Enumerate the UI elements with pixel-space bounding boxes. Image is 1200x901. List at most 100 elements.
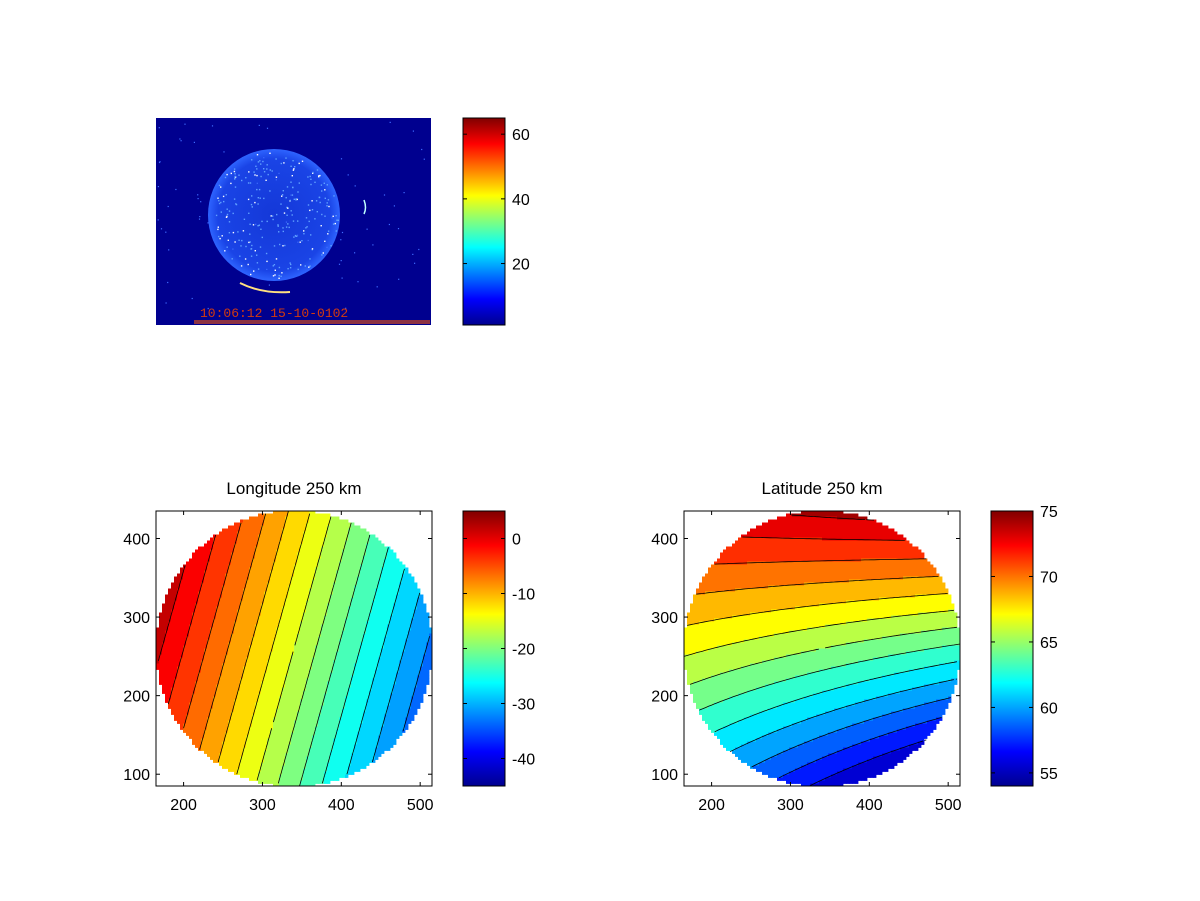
- longitude-field-cell: [324, 531, 328, 535]
- longitude-field-cell: [330, 555, 334, 559]
- longitude-field-cell: [201, 576, 205, 580]
- longitude-field-cell: [162, 648, 166, 652]
- longitude-field-cell: [366, 603, 370, 607]
- longitude-field-cell: [291, 600, 295, 604]
- longitude-field-cell: [219, 651, 223, 655]
- longitude-field-cell: [369, 630, 373, 634]
- longitude-field-cell: [267, 660, 271, 664]
- longitude-field-cell: [363, 675, 367, 679]
- longitude-field-cell: [321, 642, 325, 646]
- longitude-field-cell: [273, 642, 277, 646]
- longitude-field-cell: [189, 615, 193, 619]
- longitude-field-cell: [255, 681, 259, 685]
- longitude-field-cell: [246, 543, 250, 547]
- longitude-field-cell: [174, 669, 178, 673]
- longitude-field-cell: [390, 567, 394, 571]
- longitude-field-cell: [162, 627, 166, 631]
- longitude-field-cell: [336, 645, 340, 649]
- longitude-field-cell: [342, 606, 346, 610]
- sky-speckle: [307, 176, 309, 178]
- longitude-field-cell: [318, 534, 322, 538]
- longitude-field-cell: [252, 561, 256, 565]
- longitude-field-cell: [426, 678, 430, 682]
- longitude-field-cell: [387, 591, 391, 595]
- longitude-field-cell: [378, 612, 382, 616]
- longitude-field-cell: [210, 585, 214, 589]
- longitude-field-cell: [297, 513, 301, 517]
- longitude-field-cell: [201, 549, 205, 553]
- longitude-field-cell: [396, 609, 400, 613]
- longitude-field-cell: [423, 609, 427, 613]
- longitude-field-cell: [285, 597, 289, 601]
- longitude-field-cell: [354, 591, 358, 595]
- longitude-field-cell: [171, 591, 175, 595]
- longitude-field-cell: [231, 666, 235, 670]
- longitude-field-cell: [315, 570, 319, 574]
- longitude-field-cell: [282, 522, 286, 526]
- longitude-field-cell: [390, 672, 394, 676]
- longitude-field-cell: [381, 606, 385, 610]
- longitude-field-cell: [393, 615, 397, 619]
- longitude-field-cell: [369, 564, 373, 568]
- longitude-field-cell: [255, 534, 259, 538]
- longitude-field-cell: [216, 585, 220, 589]
- longitude-field-cell: [318, 666, 322, 670]
- longitude-field-cell: [387, 567, 391, 571]
- longitude-field-cell: [357, 615, 361, 619]
- longitude-field-cell: [348, 588, 352, 592]
- longitude-field-cell: [363, 687, 367, 691]
- longitude-field-cell: [354, 687, 358, 691]
- longitude-field-cell: [390, 654, 394, 658]
- longitude-field-cell: [327, 615, 331, 619]
- longitude-field-cell: [333, 681, 337, 685]
- longitude-field-cell: [393, 630, 397, 634]
- longitude-field-cell: [327, 642, 331, 646]
- longitude-field-cell: [297, 555, 301, 559]
- longitude-field-cell: [306, 567, 310, 571]
- longitude-field-cell: [339, 585, 343, 589]
- longitude-field-cell: [267, 612, 271, 616]
- longitude-field-cell: [279, 663, 283, 667]
- longitude-field-cell: [303, 660, 307, 664]
- longitude-field-cell: [261, 636, 265, 640]
- longitude-field-cell: [390, 576, 394, 580]
- longitude-field-cell: [207, 639, 211, 643]
- longitude-field-cell: [240, 600, 244, 604]
- longitude-field-cell: [222, 612, 226, 616]
- longitude-field-cell: [291, 594, 295, 598]
- longitude-field-cell: [303, 513, 307, 517]
- longitude-field-cell: [189, 603, 193, 607]
- longitude-field-cell: [195, 579, 199, 583]
- longitude-field-cell: [171, 630, 175, 634]
- longitude-field-cell: [363, 579, 367, 583]
- longitude-field-cell: [270, 633, 274, 637]
- longitude-field-cell: [237, 618, 241, 622]
- longitude-field-cell: [210, 645, 214, 649]
- longitude-field-cell: [324, 603, 328, 607]
- longitude-field-cell: [420, 645, 424, 649]
- longitude-field-cell: [366, 657, 370, 661]
- longitude-field-cell: [231, 528, 235, 532]
- longitude-field-cell: [369, 612, 373, 616]
- longitude-field-cell: [201, 645, 205, 649]
- longitude-field-cell: [174, 672, 178, 676]
- longitude-field-cell: [243, 669, 247, 673]
- longitude-field-cell: [354, 561, 358, 565]
- longitude-field-cell: [243, 645, 247, 649]
- longitude-field-cell: [393, 579, 397, 583]
- longitude-field-cell: [267, 633, 271, 637]
- longitude-field-cell: [216, 618, 220, 622]
- longitude-field-cell: [273, 615, 277, 619]
- longitude-field-cell: [357, 606, 361, 610]
- longitude-field-cell: [351, 564, 355, 568]
- longitude-field-cell: [249, 555, 253, 559]
- longitude-field-cell: [357, 672, 361, 676]
- sky-speckle: [240, 265, 243, 267]
- longitude-field-cell: [309, 636, 313, 640]
- longitude-field-cell: [393, 648, 397, 652]
- longitude-field-cell: [366, 570, 370, 574]
- longitude-field-cell: [267, 597, 271, 601]
- longitude-field-cell: [357, 612, 361, 616]
- longitude-field-cell: [330, 528, 334, 532]
- longitude-field-cell: [336, 522, 340, 526]
